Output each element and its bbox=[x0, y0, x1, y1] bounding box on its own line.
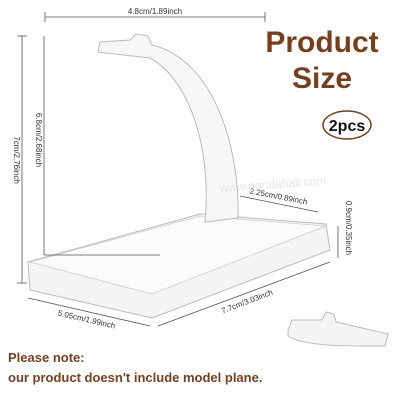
dim-label: 6.8cm/2.68inch bbox=[34, 113, 43, 167]
title: Product bbox=[265, 26, 378, 59]
dim-label: 4.8cm/1.89inch bbox=[128, 7, 182, 16]
note-text: our product doesn't include model plane. bbox=[8, 370, 262, 385]
stand-arm bbox=[97, 33, 239, 223]
dim-line bbox=[27, 297, 151, 327]
title: Size bbox=[292, 62, 352, 95]
dim-label: 7cm/2.76inch bbox=[12, 136, 21, 184]
note-heading: Please note: bbox=[8, 350, 85, 365]
badge bbox=[322, 110, 372, 140]
dim-line bbox=[157, 261, 331, 327]
dim-label: 0.9cm/0.35inch bbox=[344, 201, 353, 255]
second-stand bbox=[287, 311, 389, 347]
quantity: 2pcs bbox=[329, 118, 366, 135]
dim-line bbox=[239, 195, 319, 213]
stand-base-top bbox=[28, 215, 327, 295]
